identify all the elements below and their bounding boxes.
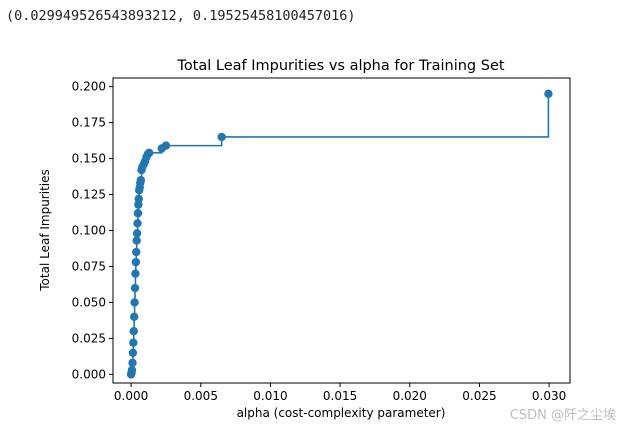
chart-title: Total Leaf Impurities vs alpha for Train…	[176, 58, 504, 74]
data-point	[127, 365, 137, 375]
watermark: CSDN @阡之尘埃	[509, 408, 616, 423]
x-tick-label: 0.005	[184, 389, 218, 403]
y-tick-label: 0.000	[72, 367, 106, 381]
data-point	[132, 247, 141, 257]
data-point	[128, 358, 137, 368]
data-point	[161, 141, 171, 150]
x-tick-label: 0.015	[323, 389, 357, 403]
y-axis-label: Total Leaf Impurities	[38, 169, 52, 291]
data-point	[131, 269, 140, 278]
x-tick-label: 0.010	[253, 389, 287, 403]
x-axis-label: alpha (cost-complexity parameter)	[237, 406, 446, 420]
y-tick-label: 0.150	[72, 152, 106, 166]
y-tick-label: 0.100	[72, 224, 106, 238]
y-tick-label: 0.025	[72, 331, 106, 345]
y-tick-label: 0.175	[72, 116, 106, 130]
data-point	[131, 257, 141, 267]
data-point	[132, 229, 142, 238]
data-point	[134, 194, 143, 204]
data-point	[136, 175, 146, 185]
data-point	[129, 312, 139, 322]
data-point	[132, 236, 141, 245]
y-tick-label: 0.200	[72, 80, 106, 94]
data-point	[130, 298, 139, 307]
x-tick-label: 0.000	[114, 389, 148, 403]
data-point	[145, 148, 154, 158]
series-markers	[126, 89, 553, 379]
ticks: 0.000 0.005 0.010 0.015 0.020 0.025 0.030 0.000…	[72, 80, 567, 403]
plot-area	[112, 77, 571, 384]
data-point	[133, 219, 142, 228]
y-tick-label: 0.075	[72, 259, 106, 273]
data-point	[133, 209, 143, 218]
y-tick-label: 0.050	[72, 295, 106, 309]
x-tick-label: 0.030	[532, 389, 566, 403]
x-tick-label: 0.020	[393, 389, 427, 403]
data-point	[544, 89, 553, 99]
data-point	[129, 327, 138, 336]
data-point	[129, 338, 138, 347]
x-tick-label: 0.025	[462, 389, 496, 403]
y-tick-label: 0.125	[72, 188, 106, 202]
output-text: (0.029949526543893212, 0.195254581004570…	[6, 8, 356, 24]
data-point	[130, 283, 140, 293]
data-point	[128, 348, 138, 357]
data-point	[217, 132, 226, 142]
